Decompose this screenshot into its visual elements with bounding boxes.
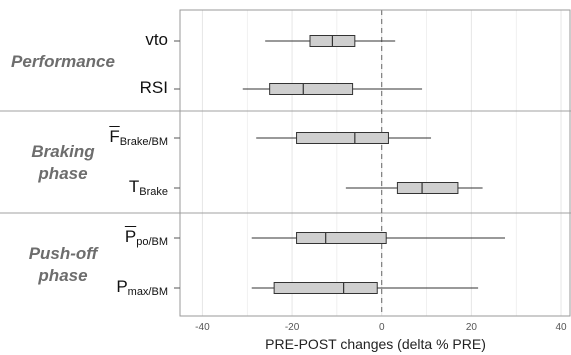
variable-label-4: TBrake	[129, 177, 168, 202]
variable-symbol: RSI	[139, 78, 168, 97]
variable-subscript: max/BM	[127, 286, 168, 298]
box-6	[251, 282, 479, 294]
x-axis-label: PRE-POST changes (delta % PRE)	[265, 336, 486, 352]
group-label-line: Braking	[31, 142, 95, 161]
box-5	[251, 232, 505, 244]
iqr-box	[396, 182, 459, 194]
x-tick-label-0: 0	[379, 322, 385, 333]
group-label-line: phase	[38, 164, 88, 183]
variable-subscript: po/BM	[136, 236, 168, 248]
group-label-line: Push-off	[28, 244, 98, 263]
iqr-box	[296, 232, 387, 244]
group-label-line: Performance	[11, 52, 115, 71]
iqr-box	[269, 83, 354, 95]
box-3	[256, 132, 432, 144]
box-1	[265, 35, 396, 47]
group-separators	[0, 110, 571, 214]
variable-symbol: vto	[145, 30, 168, 49]
box-4	[345, 182, 483, 194]
variable-label-1: vto	[145, 30, 168, 50]
iqr-box	[296, 132, 389, 144]
group-label-2: Braking phase	[4, 141, 122, 185]
group-label-1: Performance	[4, 51, 122, 73]
variable-label-5: Ppo/BM	[125, 227, 168, 252]
variable-subscript: Brake/BM	[119, 136, 168, 148]
variable-symbol: P	[116, 277, 128, 296]
x-tick-label-40: 40	[555, 322, 567, 333]
x-axis-ticks: -40 -20 0 20 40	[174, 40, 567, 333]
variable-subscript: Brake	[139, 186, 168, 198]
variable-symbol: F	[109, 127, 120, 146]
group-label-3: Push-off phase	[4, 243, 122, 287]
box-2	[242, 83, 423, 95]
plot-panel-border	[179, 9, 571, 317]
variable-label-6: Pmax/BM	[116, 277, 168, 302]
variable-symbol: T	[128, 177, 140, 196]
variable-symbol: P	[124, 227, 137, 246]
group-label-line: phase	[38, 266, 88, 285]
variable-label-2: RSI	[140, 78, 168, 98]
x-tick-label-20: 20	[466, 322, 478, 333]
variable-label-3: FBrake/BM	[109, 127, 168, 152]
x-tick-label--40: -40	[195, 322, 210, 333]
boxes	[242, 35, 505, 294]
iqr-box	[273, 282, 378, 294]
x-tick-label--20: -20	[285, 322, 300, 333]
